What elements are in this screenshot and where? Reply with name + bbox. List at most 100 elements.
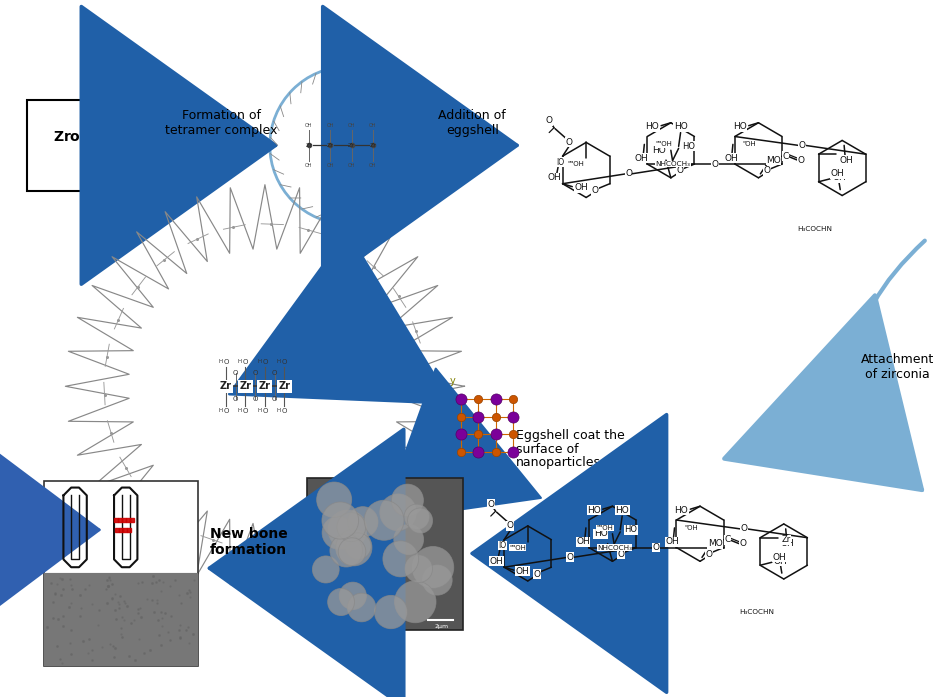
Text: Zr: Zr <box>327 143 333 148</box>
Text: HO: HO <box>673 122 686 131</box>
Text: OH: OH <box>326 162 333 167</box>
Text: O: O <box>506 521 514 530</box>
Text: OH: OH <box>326 123 333 128</box>
Circle shape <box>394 524 423 555</box>
Text: O: O <box>281 408 287 414</box>
Text: O: O <box>617 550 624 559</box>
Text: OH: OH <box>780 539 794 548</box>
Text: H: H <box>277 359 280 365</box>
Text: ZroCl$_2$.8H$_2$O: ZroCl$_2$.8H$_2$O <box>53 129 147 146</box>
Text: H: H <box>218 408 222 413</box>
Circle shape <box>395 581 435 622</box>
Text: ""OH: ""OH <box>566 161 583 167</box>
Text: O: O <box>711 160 717 169</box>
Circle shape <box>339 582 366 610</box>
Text: O: O <box>223 359 228 365</box>
Text: O: O <box>252 396 258 402</box>
Text: Eggshell coat the: Eggshell coat the <box>515 429 624 442</box>
Text: O: O <box>487 500 494 509</box>
Text: OH: OH <box>773 557 786 566</box>
Circle shape <box>316 482 351 517</box>
Text: HO: HO <box>586 506 600 514</box>
Circle shape <box>405 555 432 583</box>
Text: Attachment
of zirconia: Attachment of zirconia <box>860 353 934 381</box>
Text: O: O <box>233 396 238 402</box>
Text: tetramer complex: tetramer complex <box>165 124 277 137</box>
Text: O: O <box>676 167 683 176</box>
Text: Zr: Zr <box>220 381 231 391</box>
Text: O: O <box>798 141 805 150</box>
Text: HO: HO <box>682 142 695 151</box>
Text: ""OH: ""OH <box>654 141 671 147</box>
Text: O: O <box>652 543 659 552</box>
Text: O: O <box>223 408 228 414</box>
Text: O: O <box>243 359 248 365</box>
Text: O: O <box>532 569 540 579</box>
Text: ""OH: ""OH <box>509 544 525 551</box>
Text: OH: OH <box>574 183 587 192</box>
Circle shape <box>329 534 362 567</box>
Text: formation: formation <box>210 542 287 556</box>
Text: nanoparticles: nanoparticles <box>515 457 600 470</box>
Circle shape <box>347 507 378 537</box>
Circle shape <box>328 510 366 549</box>
Circle shape <box>322 516 354 549</box>
Text: H: H <box>257 359 261 365</box>
Circle shape <box>374 595 407 629</box>
Text: OH: OH <box>633 153 648 162</box>
Text: OH: OH <box>515 567 529 576</box>
Text: O: O <box>566 553 573 562</box>
FancyBboxPatch shape <box>44 573 197 666</box>
Text: Formation of: Formation of <box>181 109 261 123</box>
Text: Addition of: Addition of <box>438 109 506 123</box>
Text: 2μm: 2μm <box>433 625 447 629</box>
Text: O: O <box>704 550 712 559</box>
Text: HO: HO <box>651 146 666 155</box>
Text: Zr: Zr <box>781 535 790 544</box>
Text: Zr: Zr <box>347 143 355 148</box>
Text: OH: OH <box>305 162 312 167</box>
Text: O: O <box>272 396 277 402</box>
Text: HO: HO <box>674 506 687 514</box>
Text: +H$_2$O: +H$_2$O <box>78 149 122 165</box>
Circle shape <box>407 508 432 533</box>
Text: O: O <box>763 167 770 176</box>
Circle shape <box>335 529 372 566</box>
Text: Zr: Zr <box>259 381 271 391</box>
Text: H: H <box>218 359 222 365</box>
Text: MO: MO <box>766 155 780 164</box>
Text: OH: OH <box>576 537 589 546</box>
Circle shape <box>345 533 371 560</box>
Text: surface of: surface of <box>515 443 578 456</box>
Text: IO: IO <box>497 541 506 550</box>
Text: HO: HO <box>593 529 607 538</box>
Circle shape <box>391 484 423 516</box>
Text: MO: MO <box>707 539 722 548</box>
Circle shape <box>382 541 418 577</box>
Circle shape <box>338 538 365 565</box>
Text: "OH: "OH <box>742 141 755 147</box>
Circle shape <box>269 67 425 224</box>
Text: O: O <box>252 371 258 376</box>
Text: ""OH: ""OH <box>596 525 613 531</box>
Circle shape <box>404 504 429 530</box>
Text: HO: HO <box>623 526 636 535</box>
Text: OH: OH <box>369 162 377 167</box>
Text: H: H <box>277 408 280 413</box>
FancyBboxPatch shape <box>44 481 197 666</box>
Text: C: C <box>723 535 730 544</box>
Text: H: H <box>237 359 242 365</box>
Text: OH: OH <box>369 123 377 128</box>
Text: Zr: Zr <box>278 381 290 391</box>
Circle shape <box>422 565 452 595</box>
Text: y: y <box>449 376 455 386</box>
Text: OH: OH <box>548 174 561 183</box>
Text: O: O <box>591 186 598 195</box>
Text: OH: OH <box>838 155 852 164</box>
Text: Zr: Zr <box>369 143 376 148</box>
Text: IO: IO <box>556 158 565 167</box>
Circle shape <box>337 512 365 542</box>
Text: H: H <box>237 408 242 413</box>
FancyBboxPatch shape <box>307 477 462 630</box>
Text: Zr: Zr <box>305 143 312 148</box>
